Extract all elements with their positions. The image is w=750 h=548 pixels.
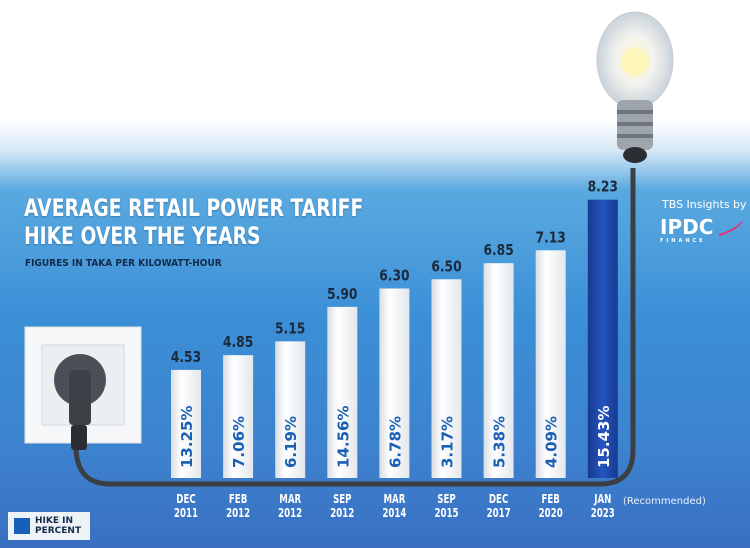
bar-1 (223, 355, 254, 478)
value-label-3: 5.90 (327, 286, 357, 303)
plug-icon (54, 354, 106, 450)
percent-label-6: 5.38% (491, 416, 509, 468)
percent-label-8: 15.43% (595, 406, 613, 468)
percent-label-2: 6.19% (282, 416, 300, 468)
category-label-month-3: SEP (333, 493, 352, 507)
logo-subtext: FINANCE (660, 238, 706, 244)
category-label-year-7: 2020 (539, 507, 563, 521)
percent-label-7: 4.09% (543, 416, 561, 468)
legend-swatch (14, 518, 30, 534)
value-label-8: 8.23 (588, 179, 618, 196)
value-label-1: 4.85 (223, 334, 253, 351)
bar-8 (587, 199, 618, 478)
legend-label-line1: HIKE IN (35, 516, 74, 526)
bar-2 (275, 341, 306, 478)
category-label-month-7: FEB (542, 493, 560, 507)
percent-label-1: 7.06% (230, 416, 248, 468)
chart-title: AVERAGE RETAIL POWER TARIFF HIKE OVER TH… (24, 194, 364, 250)
category-label-year-8: 2023 (591, 507, 615, 521)
category-label-year-1: 2012 (226, 507, 250, 521)
bar-4 (379, 288, 410, 478)
percent-label-3: 14.56% (334, 406, 352, 468)
chart-subtitle: FIGURES IN TAKA PER KILOWATT-HOUR (25, 258, 222, 269)
value-label-4: 6.30 (379, 267, 409, 284)
value-label-0: 4.53 (171, 349, 201, 366)
category-label-year-2: 2012 (278, 507, 302, 521)
brand-text: TBS Insights by (662, 198, 747, 211)
value-label-5: 6.50 (431, 258, 461, 275)
category-label-month-5: SEP (437, 493, 456, 507)
category-label-month-8: JAN (593, 493, 611, 507)
category-label-year-5: 2015 (434, 507, 458, 521)
recommended-note: (Recommended) (623, 496, 706, 507)
value-label-7: 7.13 (536, 229, 566, 246)
light-bulb-icon (596, 11, 674, 163)
legend: HIKE IN PERCENT (8, 512, 90, 540)
percent-label-0: 13.25% (178, 406, 196, 468)
logo-swoosh-icon (718, 220, 744, 236)
bar-3 (327, 306, 358, 478)
bar-6 (483, 263, 514, 478)
category-label-month-1: FEB (229, 493, 247, 507)
percent-label-4: 6.78% (386, 416, 404, 468)
ipdc-logo: IPDC FINANCE (660, 215, 744, 245)
category-label-month-6: DEC (489, 493, 508, 507)
category-label-year-0: 2011 (174, 507, 198, 521)
value-label-6: 6.85 (483, 242, 513, 259)
power-cable (73, 168, 636, 487)
logo-text: IPDC (660, 215, 714, 239)
legend-label-line2: PERCENT (35, 526, 82, 536)
category-label-year-6: 2017 (487, 507, 511, 521)
category-label-year-3: 2012 (330, 507, 354, 521)
bar-5 (431, 279, 462, 478)
category-label-year-4: 2014 (382, 507, 406, 521)
category-label-month-0: DEC (176, 493, 195, 507)
bar-0 (171, 369, 201, 478)
value-label-2: 5.15 (275, 320, 305, 337)
bar-7 (535, 250, 566, 478)
category-label-month-2: MAR (279, 493, 301, 507)
category-label-month-4: MAR (383, 493, 405, 507)
percent-label-5: 3.17% (439, 416, 457, 468)
